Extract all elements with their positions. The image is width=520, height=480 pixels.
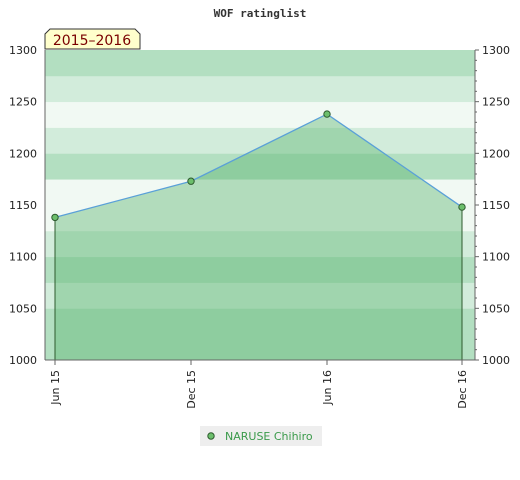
background-band xyxy=(45,205,475,232)
legend-marker xyxy=(207,432,215,440)
background-band xyxy=(45,50,475,77)
data-points xyxy=(51,110,466,222)
y-tick-label-right: 1200 xyxy=(482,147,510,160)
y-tick-label-right: 1250 xyxy=(482,96,510,109)
y-tick-label-left: 1050 xyxy=(9,302,37,315)
x-tick-label: Jun 16 xyxy=(321,370,334,406)
y-axis-left: 1000 1050 1100 1150 1200 1250 1300 xyxy=(9,44,46,367)
y-tick-label-left: 1000 xyxy=(9,354,37,367)
background-bands xyxy=(45,50,475,361)
background-band xyxy=(45,256,475,283)
series-line xyxy=(54,113,463,219)
y-tick-label-left: 1250 xyxy=(9,96,37,109)
y-tick-label-right: 1000 xyxy=(482,354,510,367)
background-band xyxy=(45,282,475,309)
data-point xyxy=(51,213,59,222)
background-band xyxy=(45,230,475,258)
y-axis-right: 1000 1050 1100 1150 1200 1250 1300 xyxy=(474,44,510,367)
y-tick-label-right: 1300 xyxy=(482,44,510,57)
x-tick-label: Dec 16 xyxy=(456,370,469,409)
y-tick-label-left: 1200 xyxy=(9,147,37,160)
legend-entry[interactable]: NARUSE Chihiro xyxy=(225,430,313,443)
period-badge: 2015–2016 xyxy=(44,28,141,50)
y-tick-label-left: 1300 xyxy=(9,44,37,57)
x-tick-label: Dec 15 xyxy=(185,370,198,409)
series-area xyxy=(55,114,462,360)
legend[interactable]: NARUSE Chihiro xyxy=(200,426,322,446)
period-badge-text: 2015–2016 xyxy=(53,33,131,49)
legend-box xyxy=(200,426,322,446)
chart-title: WOF ratinglist xyxy=(214,7,307,20)
background-band xyxy=(45,75,475,103)
x-tick-label: Jun 15 xyxy=(49,370,62,406)
y-tick-label-left: 1150 xyxy=(9,199,37,212)
x-axis: Jun 15 Dec 15 Jun 16 Dec 16 xyxy=(45,359,475,409)
data-point xyxy=(187,177,195,185)
data-point xyxy=(323,110,331,118)
y-tick-label-left: 1100 xyxy=(9,251,37,264)
background-band xyxy=(45,308,475,335)
area-layer xyxy=(54,113,463,360)
y-tick-label-right: 1150 xyxy=(482,199,510,212)
background-band xyxy=(45,101,475,128)
y-tick-label-right: 1050 xyxy=(482,302,510,315)
background-band xyxy=(45,334,475,361)
period-badge-box xyxy=(44,28,141,50)
background-band xyxy=(45,127,475,154)
data-point xyxy=(458,203,466,211)
y-tick-label-right: 1100 xyxy=(482,251,510,264)
